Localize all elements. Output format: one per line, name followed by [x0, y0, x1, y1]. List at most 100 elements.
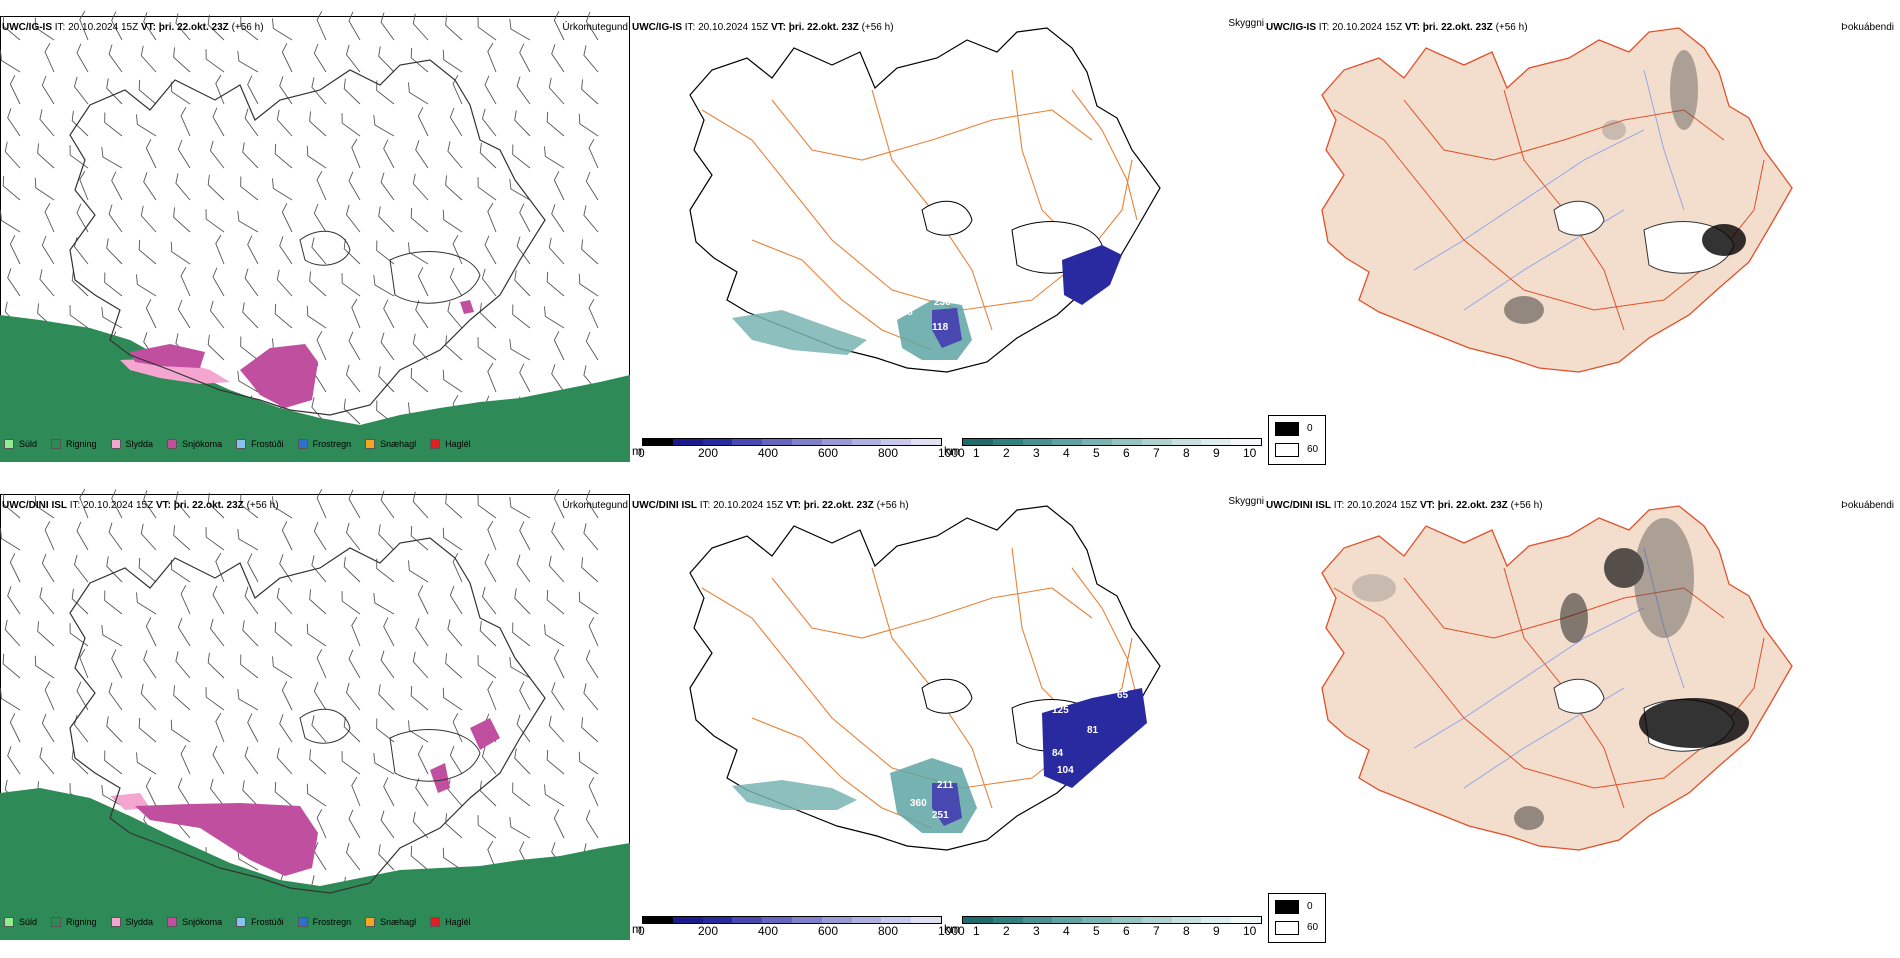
- colorbar-tick: 10: [1243, 446, 1257, 460]
- legend-label: Frostregn: [312, 439, 352, 449]
- wind-barb: [408, 560, 429, 583]
- wind-barb: [209, 618, 225, 647]
- wind-barb: [512, 622, 531, 647]
- wind-barb: [417, 107, 429, 137]
- wind-barb: [378, 684, 395, 711]
- wind-barb: [0, 688, 21, 711]
- wind-barb: [39, 109, 55, 137]
- wind-barb: [345, 842, 361, 871]
- wind-barb: [276, 109, 293, 137]
- wind-barb: [240, 336, 259, 361]
- legend-label: Rigning: [66, 917, 97, 927]
- cloud-patch-se: [1042, 688, 1147, 788]
- wind-barb: [481, 108, 497, 137]
- wind-barb: [477, 177, 497, 201]
- wind-barb: [145, 299, 157, 329]
- legend-item: Frostregn: [297, 439, 352, 449]
- wind-barb: [73, 714, 89, 743]
- wind-barb: [242, 142, 259, 169]
- wind-barb: [348, 489, 361, 519]
- colorbar-tick: 1000: [938, 924, 965, 938]
- fog-legend-low-swatch: [1275, 443, 1299, 457]
- wind-barb: [316, 648, 327, 679]
- glacier-2: [389, 729, 481, 782]
- legend-swatch: [110, 917, 121, 927]
- wind-barb: [544, 624, 565, 647]
- wind-barb: [487, 202, 497, 233]
- wind-barb: [143, 650, 157, 679]
- colorbar-tick: 400: [758, 446, 779, 460]
- wind-barb: [180, 266, 191, 297]
- wind-barb: [479, 142, 497, 169]
- wind-barb: [4, 619, 21, 647]
- wind-barb: [447, 619, 463, 647]
- wind-barb: [205, 209, 225, 233]
- wind-barb: [487, 362, 497, 393]
- cloud-patch-s: [932, 783, 962, 826]
- wind-barb: [479, 302, 497, 329]
- valid-time: þri. 22.okt. 23Z: [1437, 500, 1508, 511]
- visibility-colorbar: km 1 2 3 4 5 6 7 8 9 10: [944, 916, 1264, 938]
- wind-barb: [0, 210, 21, 233]
- wind-barb: [272, 496, 293, 519]
- valid-time: þri. 22.okt. 23Z: [803, 500, 874, 511]
- sleet-area: [110, 793, 150, 810]
- cloud-base-colorbar: m 0 200 400 600 800 1000: [632, 916, 965, 938]
- snow-area-3: [460, 300, 474, 314]
- wind-barb: [581, 239, 599, 265]
- wind-barb: [412, 491, 429, 519]
- colorbar-tick: 6: [1123, 924, 1130, 938]
- wind-barb: [578, 273, 599, 297]
- model-name: UWC/IG-IS: [2, 22, 52, 33]
- wind-barb: [378, 524, 395, 551]
- wind-barb: [180, 584, 191, 615]
- legend-label: Slydda: [125, 439, 154, 449]
- init-time: 20.10.2024 15Z: [713, 500, 784, 511]
- fog-legend-high-swatch: [1275, 422, 1299, 436]
- wind-barb: [237, 689, 259, 711]
- legend-item: Rigning: [51, 439, 97, 449]
- wind-barb: [7, 108, 21, 137]
- legend-label: Snæhagl: [380, 439, 417, 449]
- wind-barb: [512, 144, 531, 169]
- wind-barb: [138, 557, 157, 583]
- wind-barb: [313, 681, 327, 711]
- fog-legend-high-swatch: [1275, 900, 1299, 914]
- wind-barb: [442, 49, 463, 73]
- legend-swatch: [167, 439, 178, 449]
- cloud-base-unit: m: [632, 922, 642, 936]
- wind-barb: [376, 558, 395, 583]
- wind-barb: [215, 74, 225, 105]
- valid-label: VT:: [1404, 22, 1420, 33]
- wind-barb: [380, 12, 395, 41]
- wind-barb: [237, 529, 259, 551]
- wind-barb: [449, 585, 463, 615]
- legend-swatch: [365, 917, 376, 927]
- wind-barb: [76, 521, 89, 551]
- precip-legend: Súld Rigning Slydda Snjókoma Frostúði Frostre…: [4, 436, 485, 452]
- legend-swatch: [430, 439, 441, 449]
- wind-barb: [519, 681, 531, 711]
- wind-barb: [509, 19, 531, 41]
- panel-title: Skyggni: [1228, 18, 1264, 29]
- wind-barb: [136, 592, 157, 615]
- wind-barb: [34, 655, 55, 679]
- wind-barb: [585, 809, 599, 839]
- wind-barb: [242, 620, 259, 647]
- colorbar-tick: 3: [1033, 924, 1040, 938]
- cloud-base-value: 236: [934, 297, 951, 308]
- wind-barb: [41, 235, 55, 265]
- wind-barb: [449, 107, 463, 137]
- wind-barb: [345, 522, 361, 551]
- wind-barb: [410, 207, 429, 233]
- iceland-land: [1321, 27, 1793, 373]
- colorbar-tick: 7: [1153, 924, 1160, 938]
- wind-barb: [0, 528, 21, 551]
- cloud-base-value: 104: [1057, 765, 1074, 776]
- wind-barb: [509, 817, 531, 839]
- cloud-base-value: 118: [932, 322, 949, 333]
- wind-barb: [410, 845, 429, 871]
- panel-title: Úrkomutegund: [562, 22, 628, 33]
- wind-barb: [104, 590, 123, 615]
- init-time: 20.10.2024 15Z: [1332, 22, 1403, 33]
